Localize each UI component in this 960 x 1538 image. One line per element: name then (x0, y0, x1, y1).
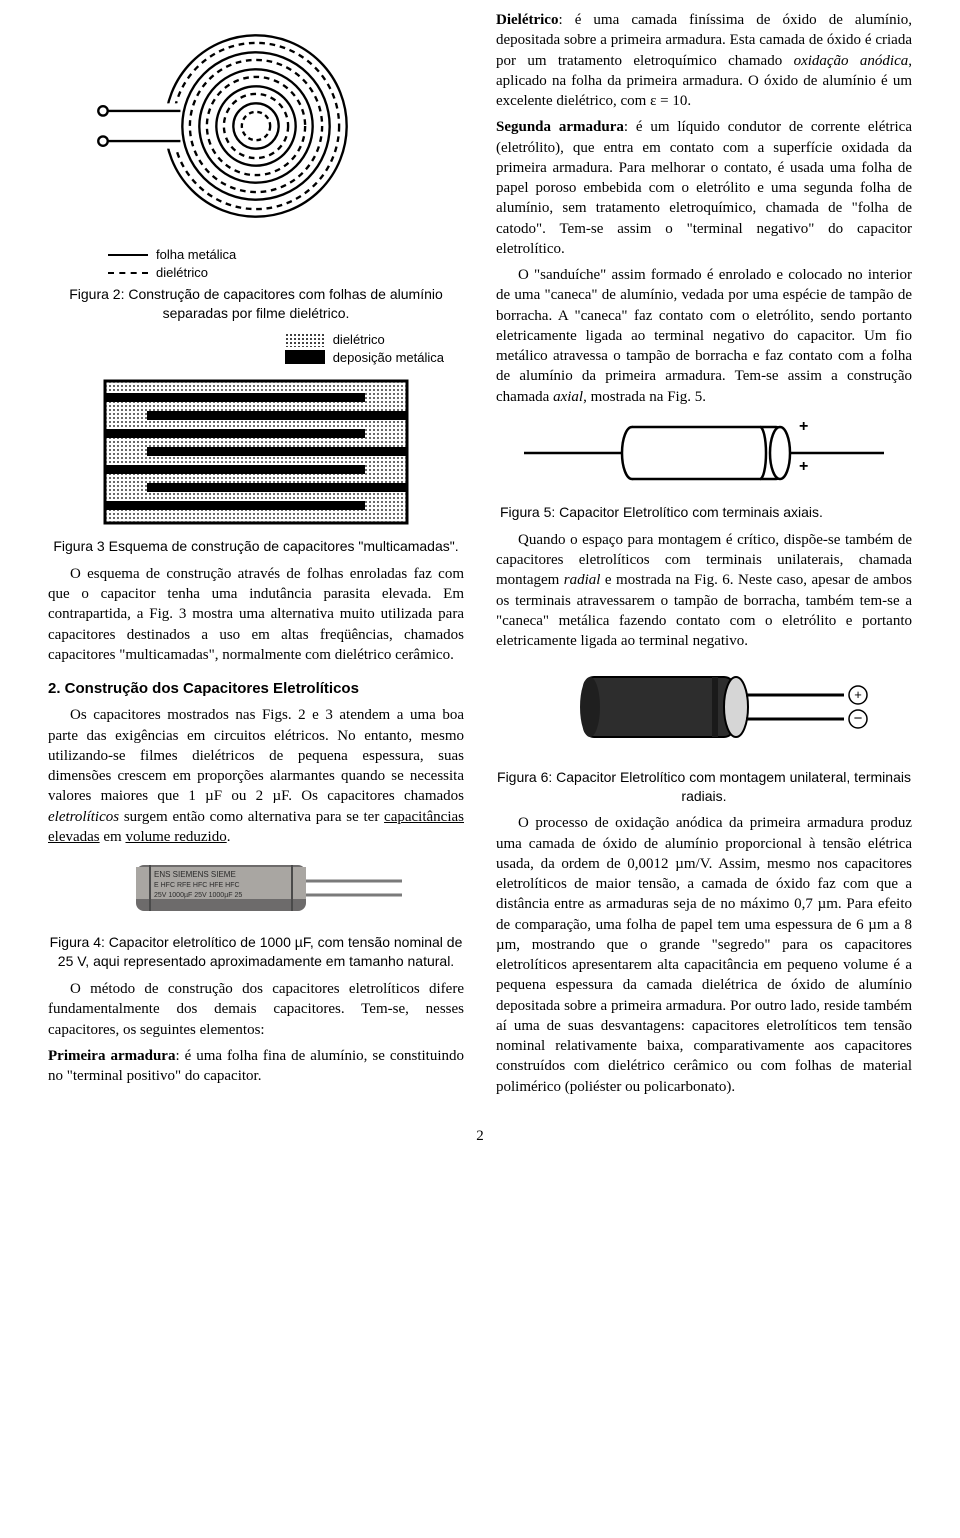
label-bold: Dielétrico (496, 12, 558, 28)
figure-6-svg: + − (524, 657, 884, 757)
figure-2-legend-solid: folha metálica (108, 246, 464, 264)
primeira-armadura-para: Primeira armadura: é uma folha fina de a… (48, 1046, 464, 1087)
segunda-armadura-para: Segunda armadura: é um líquido condutor … (496, 117, 912, 259)
swatch-black (285, 350, 325, 364)
text-run: . (227, 829, 231, 845)
para-after-fig5: Quando o espaço para montagem é crítico,… (496, 530, 912, 652)
minus-icon: − (854, 710, 863, 727)
section-2-para-2: O método de construção dos capacitores e… (48, 979, 464, 1040)
swatch-dash-line (108, 272, 148, 274)
figure-5-caption: Figura 5: Capacitor Eletrolítico com ter… (500, 503, 912, 522)
figure-4-caption: Figura 4: Capacitor eletrolítico de 1000… (48, 933, 464, 971)
figure-3-legend-dots: dielétrico (285, 331, 444, 349)
figure-6-caption: Figura 6: Capacitor Eletrolítico com mon… (496, 768, 912, 806)
page-number: 2 (48, 1126, 912, 1146)
legend-label: folha metálica (156, 246, 236, 264)
section-2-para-1: Os capacitores mostrados nas Figs. 2 e 3… (48, 705, 464, 847)
figure-2-svg-wrap (48, 16, 464, 242)
figure-3-block: dielétrico deposição metálica (48, 331, 464, 556)
figure-3-svg-wrap (48, 377, 464, 533)
text-run: O "sanduíche" assim formado é enrolado e… (496, 267, 912, 405)
legend-label: dielétrico (156, 264, 208, 282)
text-run: : é um líquido condutor de corrente elét… (496, 119, 912, 257)
para-after-fig6: O processo de oxidação anódica da primei… (496, 813, 912, 1097)
figure-3-legend-black: deposição metálica (285, 349, 444, 367)
label-bold: Segunda armadura (496, 119, 624, 135)
figure-6-svg-wrap: + − (496, 657, 912, 763)
legend-label: dielétrico (333, 331, 385, 349)
figure-2-block: folha metálica dielétrico Figura 2: Cons… (48, 16, 464, 323)
figure-6-block: + − Figura 6: Capacitor Eletrolítico com… (496, 657, 912, 805)
text-run: Os capacitores mostrados nas Figs. 2 e 3… (48, 707, 464, 804)
para-after-fig3: O esquema de construção através de folha… (48, 564, 464, 665)
text-run: , mostrada na Fig. 5. (583, 389, 706, 405)
figure-5-block: + + Figura 5: Capacitor Eletrolítico com… (496, 413, 912, 522)
svg-text:25V 1000µF 25V 1000µF 25: 25V 1000µF 25V 1000µF 25 (154, 892, 242, 899)
figure-2-svg (86, 16, 426, 236)
section-2-title: 2. Construção dos Capacitores Eletrolíti… (48, 679, 464, 699)
text-run-italic: radial (564, 572, 601, 588)
swatch-dots (285, 333, 325, 347)
dieletrico-para: Dielétrico: é uma camada finíssima de óx… (496, 10, 912, 111)
text-run-italic: eletrolíticos (48, 809, 119, 825)
figure-4-block: ENS SIEMENS SIEME E HFC RFE HFC HFE HFC … (48, 853, 464, 971)
plus-icon: + (854, 687, 862, 702)
figure-2-caption: Figura 2: Construção de capacitores com … (48, 285, 464, 323)
figure-5-svg: + + (514, 413, 894, 493)
swatch-solid-line (108, 254, 148, 256)
figure-4-svg: ENS SIEMENS SIEME E HFC RFE HFC HFE HFC … (106, 853, 406, 923)
plus-icon: + (799, 418, 808, 435)
text-run-italic: axial (553, 389, 583, 405)
figure-2-legend-dash: dielétrico (108, 264, 464, 282)
sanduiche-para: O "sanduíche" assim formado é enrolado e… (496, 265, 912, 407)
svg-text:ENS SIEMENS SIEME: ENS SIEMENS SIEME (154, 870, 236, 879)
figure-3-caption: Figura 3 Esquema de construção de capaci… (48, 537, 464, 556)
legend-label: deposição metálica (333, 349, 444, 367)
label-bold: Primeira armadura (48, 1048, 175, 1064)
text-run: em (100, 829, 126, 845)
figure-3-svg (101, 377, 411, 527)
svg-text:E HFC RFE HFC HFE HFC: E HFC RFE HFC HFE HFC (154, 882, 240, 889)
text-run-italic: oxidação anódica (794, 53, 909, 69)
text-run: surgem então como alternativa para se te… (119, 809, 384, 825)
figure-4-svg-wrap: ENS SIEMENS SIEME E HFC RFE HFC HFE HFC … (48, 853, 464, 929)
text-run-underline: volume reduzido (125, 829, 226, 845)
figure-5-svg-wrap: + + (496, 413, 912, 499)
plus-icon: + (799, 458, 808, 475)
